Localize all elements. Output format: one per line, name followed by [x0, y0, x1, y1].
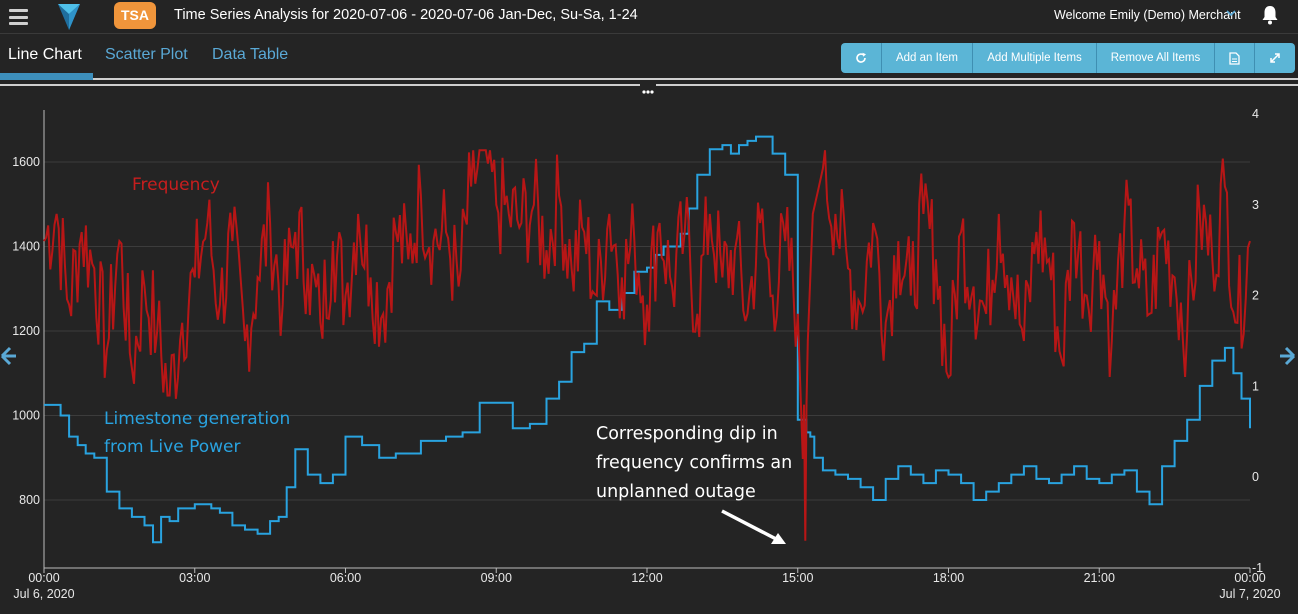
- arrow-left-icon[interactable]: [0, 346, 16, 366]
- outage-annotation-line3: unplanned outage: [596, 482, 756, 502]
- user-welcome[interactable]: Welcome Emily (Demo) Merchant: [1054, 8, 1241, 22]
- add-item-button[interactable]: Add an Item: [882, 43, 973, 73]
- tab-data-table[interactable]: Data Table: [212, 46, 289, 63]
- logo-icon[interactable]: [54, 0, 84, 32]
- menu-icon[interactable]: [9, 9, 28, 25]
- chevron-down-icon[interactable]: [1225, 7, 1237, 19]
- outage-arrow: [721, 509, 786, 544]
- y-right-tick-label: 3: [1252, 198, 1259, 212]
- frequency-annotation: Frequency: [132, 175, 220, 195]
- x-tick-label: 21:00: [1084, 571, 1115, 585]
- bell-icon[interactable]: [1261, 5, 1279, 25]
- line-chart: 800 1000 1200 1400 1600 -1 0 1 2 3 4 00:00 Jul 6, …: [0, 86, 1298, 614]
- x-tick-label: 15:00: [782, 571, 813, 585]
- export-button[interactable]: [1215, 43, 1255, 73]
- y-left-tick-label: 800: [19, 493, 40, 507]
- chart-toolbar: Add an Item Add Multiple Items Remove Al…: [841, 43, 1295, 73]
- active-tab-indicator: [0, 73, 93, 80]
- outage-annotation-line1: Corresponding dip in: [596, 424, 778, 444]
- top-bar: TSA Time Series Analysis for 2020-07-06 …: [0, 0, 1298, 34]
- y-left-tick-label: 1200: [12, 324, 40, 338]
- x-tick-date-label: Jul 6, 2020: [13, 587, 74, 601]
- x-tick-label: 18:00: [933, 571, 964, 585]
- outage-annotation-line2: frequency confirms an: [596, 453, 792, 473]
- refresh-button[interactable]: [841, 43, 882, 73]
- expand-button[interactable]: [1255, 43, 1295, 73]
- tab-scatter-plot[interactable]: Scatter Plot: [105, 46, 188, 63]
- y-right-tick-label: 4: [1252, 107, 1259, 121]
- series-frequency: [43, 149, 1251, 541]
- splitter-handle-icon[interactable]: [640, 82, 656, 94]
- y-left-tick-label: 1600: [12, 155, 40, 169]
- generation-annotation-line2: from Live Power: [104, 437, 240, 457]
- x-tick-label: 09:00: [481, 571, 512, 585]
- arrow-right-icon[interactable]: [1280, 346, 1296, 366]
- tabs-divider: [93, 78, 1298, 80]
- x-tick-label: 03:00: [179, 571, 210, 585]
- refresh-icon: [856, 52, 866, 63]
- chart-svg: 800 1000 1200 1400 1600 -1 0 1 2 3 4 00:00 Jul 6, …: [0, 107, 1296, 601]
- document-icon: [1229, 51, 1240, 65]
- add-multiple-items-button[interactable]: Add Multiple Items: [973, 43, 1097, 73]
- expand-icon: [1270, 53, 1280, 63]
- y-right-tick-label: 0: [1252, 470, 1259, 484]
- page-title: Time Series Analysis for 2020-07-06 - 20…: [174, 7, 638, 23]
- x-tick-label: 12:00: [631, 571, 662, 585]
- remove-all-items-button[interactable]: Remove All Items: [1097, 43, 1215, 73]
- x-tick-label: 00:00: [1234, 571, 1265, 585]
- y-right-tick-label: 1: [1252, 379, 1259, 393]
- tsa-badge[interactable]: TSA: [114, 2, 156, 29]
- y-right-tick-label: -1: [1252, 561, 1263, 575]
- x-tick-label: 00:00: [28, 571, 59, 585]
- x-tick-date-label: Jul 7, 2020: [1219, 587, 1280, 601]
- y-left-tick-label: 1400: [12, 240, 40, 254]
- tab-line-chart[interactable]: Line Chart: [8, 46, 82, 63]
- y-left-tick-label: 1000: [12, 409, 40, 423]
- x-tick-label: 06:00: [330, 571, 361, 585]
- y-right-tick-label: 2: [1252, 289, 1259, 303]
- generation-annotation-line1: Limestone generation: [104, 409, 290, 429]
